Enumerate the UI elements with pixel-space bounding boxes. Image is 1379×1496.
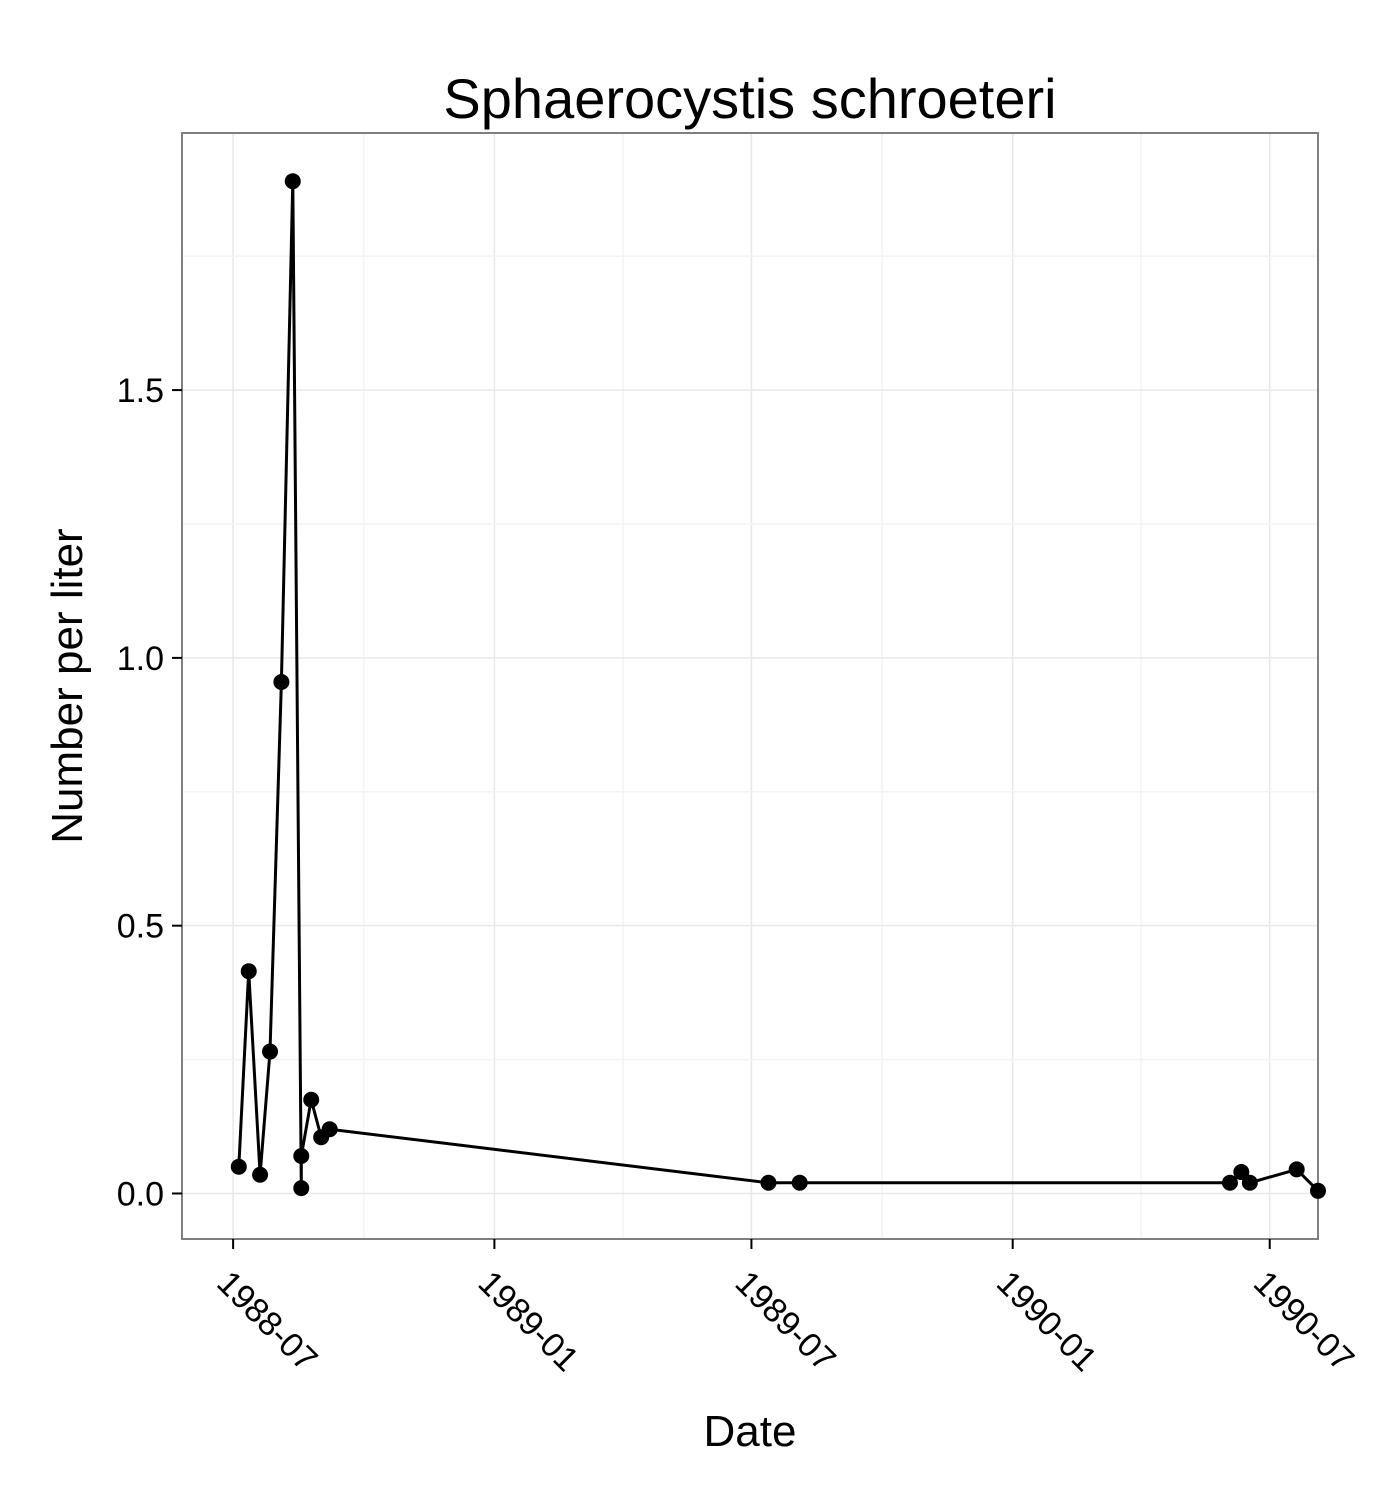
- data-point: [284, 173, 301, 190]
- data-point: [303, 1091, 320, 1108]
- data-point: [230, 1158, 247, 1175]
- data-point: [262, 1043, 279, 1060]
- y-tick-label: 1.0: [117, 640, 164, 678]
- y-tick-label: 0.5: [117, 908, 164, 946]
- data-point: [293, 1180, 310, 1197]
- data-point: [273, 673, 290, 690]
- grid: [182, 133, 1318, 1239]
- data-point: [293, 1147, 310, 1164]
- data-point: [1233, 1164, 1250, 1181]
- data-point: [1221, 1174, 1238, 1191]
- y-axis-label: Number per liter: [43, 528, 92, 843]
- data-point: [252, 1166, 269, 1183]
- data-point: [1288, 1161, 1305, 1178]
- data-point: [1241, 1174, 1258, 1191]
- data-point: [321, 1121, 338, 1138]
- series-layer: [230, 173, 1326, 1199]
- data-point: [240, 963, 257, 980]
- y-tick-label: 0.0: [117, 1175, 164, 1213]
- y-tick-label: 1.5: [117, 372, 164, 410]
- data-point: [791, 1174, 808, 1191]
- chart-title: Sphaerocystis schroeteri: [443, 67, 1056, 130]
- plot-panel-border: [181, 132, 1319, 1240]
- x-axis-label: Date: [704, 1407, 797, 1456]
- data-point: [1310, 1182, 1326, 1199]
- data-point: [760, 1174, 777, 1191]
